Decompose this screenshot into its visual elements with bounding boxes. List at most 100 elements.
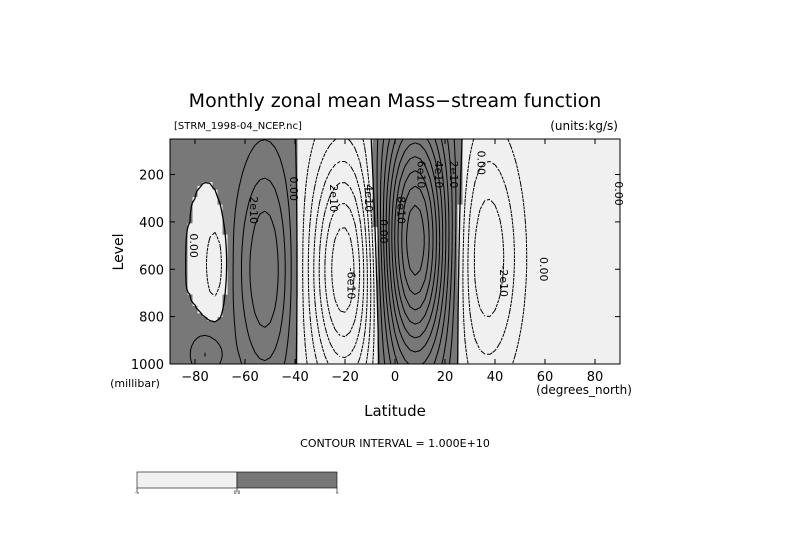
- field-cell: [387, 208, 394, 213]
- field-cell: [432, 305, 439, 311]
- field-cell: [617, 223, 620, 228]
- field-cell: [572, 294, 579, 299]
- field-cell: [207, 242, 214, 247]
- field-cell: [577, 178, 584, 183]
- field-cell: [492, 272, 499, 277]
- field-cell: [357, 215, 364, 221]
- field-cell: [392, 189, 399, 194]
- field-cell: [232, 302, 239, 307]
- field-cell: [582, 182, 589, 187]
- field-cell: [227, 189, 234, 194]
- field-cell: [522, 245, 529, 251]
- field-cell: [237, 339, 244, 344]
- field-cell: [457, 140, 464, 146]
- field-cell: [457, 167, 464, 172]
- field-cell: [492, 253, 499, 258]
- field-cell: [542, 313, 549, 318]
- field-cell: [512, 339, 519, 344]
- field-cell: [527, 309, 534, 314]
- field-cell: [302, 167, 309, 172]
- field-cell: [257, 242, 264, 247]
- field-cell: [557, 152, 564, 157]
- field-cell: [222, 332, 229, 337]
- field-cell: [197, 317, 204, 322]
- field-cell: [277, 298, 284, 303]
- field-cell: [597, 320, 604, 326]
- field-cell: [597, 249, 604, 254]
- field-cell: [577, 275, 584, 281]
- field-cell: [272, 339, 279, 344]
- field-cell: [282, 234, 289, 239]
- field-cell: [262, 260, 269, 266]
- field-cell: [232, 204, 239, 209]
- field-cell: [307, 140, 314, 146]
- field-cell: [357, 204, 364, 209]
- field-cell: [592, 189, 599, 194]
- field-cell: [592, 283, 599, 288]
- field-cell: [442, 167, 449, 172]
- field-cell: [587, 208, 594, 213]
- field-cell: [507, 178, 514, 183]
- field-cell: [262, 140, 269, 146]
- field-cell: [597, 283, 604, 288]
- field-cell: [177, 185, 184, 191]
- field-cell: [577, 163, 584, 168]
- field-cell: [397, 257, 404, 262]
- field-cell: [537, 283, 544, 288]
- field-cell: [587, 245, 594, 251]
- field-cell: [562, 167, 569, 172]
- field-cell: [482, 234, 489, 239]
- field-cell: [512, 178, 519, 183]
- field-cell: [502, 320, 509, 326]
- field-cell: [342, 328, 349, 333]
- field-cell: [547, 193, 554, 198]
- field-cell: [202, 219, 209, 224]
- field-cell: [587, 313, 594, 318]
- field-cell: [487, 309, 494, 314]
- field-cell: [312, 264, 319, 269]
- field-cell: [267, 242, 274, 247]
- field-cell: [322, 302, 329, 307]
- field-cell: [247, 215, 254, 221]
- field-cell: [192, 272, 199, 277]
- field-cell: [482, 230, 489, 236]
- field-cell: [602, 139, 609, 142]
- field-cell: [237, 335, 244, 341]
- field-cell: [577, 144, 584, 149]
- field-cell: [347, 279, 354, 284]
- field-cell: [527, 320, 534, 326]
- field-cell: [307, 260, 314, 266]
- field-cell: [462, 264, 469, 269]
- field-cell: [312, 167, 319, 172]
- field-cell: [292, 193, 299, 198]
- field-cell: [212, 234, 219, 239]
- field-cell: [447, 245, 454, 251]
- field-cell: [272, 182, 279, 187]
- field-cell: [532, 332, 539, 337]
- field-cell: [437, 163, 444, 168]
- field-cell: [562, 283, 569, 288]
- field-cell: [512, 290, 519, 296]
- field-cell: [437, 238, 444, 243]
- field-cell: [287, 317, 294, 322]
- field-cell: [527, 283, 534, 288]
- field-cell: [462, 182, 469, 187]
- field-cell: [497, 324, 504, 329]
- field-cell: [177, 260, 184, 266]
- field-cell: [542, 339, 549, 344]
- field-cell: [457, 332, 464, 337]
- field-cell: [192, 242, 199, 247]
- field-cell: [352, 178, 359, 183]
- field-cell: [427, 174, 434, 179]
- field-cell: [487, 167, 494, 172]
- field-cell: [297, 283, 304, 288]
- field-cell: [412, 260, 419, 266]
- field-cell: [227, 298, 234, 303]
- field-cell: [257, 305, 264, 311]
- field-cell: [417, 212, 424, 217]
- field-cell: [582, 317, 589, 322]
- field-cell: [342, 223, 349, 228]
- field-cell: [472, 302, 479, 307]
- field-cell: [482, 174, 489, 179]
- field-cell: [377, 144, 384, 149]
